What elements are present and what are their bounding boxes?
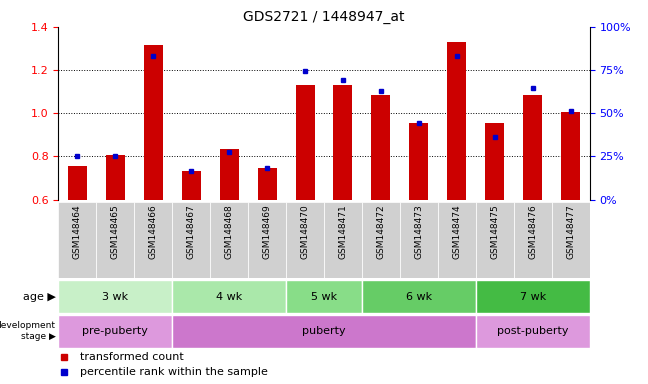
Text: GSM148464: GSM148464 [73, 204, 82, 258]
Bar [68, 166, 87, 200]
Bar [334, 85, 353, 200]
Bar [561, 112, 580, 200]
Bar [220, 149, 238, 200]
Bar [476, 280, 590, 313]
Bar [58, 315, 172, 348]
Text: GSM148476: GSM148476 [528, 204, 537, 259]
Bar [172, 202, 210, 278]
Bar [97, 202, 134, 278]
Bar [295, 85, 314, 200]
Text: GSM148472: GSM148472 [376, 204, 386, 258]
Text: GSM148467: GSM148467 [187, 204, 196, 259]
Bar [106, 156, 124, 200]
Bar [362, 202, 400, 278]
Bar [248, 202, 286, 278]
Bar [476, 202, 514, 278]
Bar [324, 202, 362, 278]
Bar [410, 123, 428, 200]
Bar [286, 202, 324, 278]
Text: GSM148475: GSM148475 [491, 204, 500, 259]
Text: 4 wk: 4 wk [216, 291, 242, 302]
Bar [181, 170, 201, 200]
Text: 3 wk: 3 wk [102, 291, 128, 302]
Bar [485, 123, 504, 200]
Text: GSM148468: GSM148468 [225, 204, 234, 259]
Bar [438, 202, 476, 278]
Bar [476, 315, 590, 348]
Bar [286, 280, 362, 313]
Text: GSM148466: GSM148466 [148, 204, 157, 259]
Text: GSM148474: GSM148474 [452, 204, 461, 258]
Bar [362, 280, 476, 313]
Text: GSM148477: GSM148477 [566, 204, 575, 259]
Bar [514, 202, 551, 278]
Text: 5 wk: 5 wk [311, 291, 337, 302]
Bar [58, 280, 172, 313]
Text: development
stage ▶: development stage ▶ [0, 321, 55, 341]
Text: 7 wk: 7 wk [520, 291, 546, 302]
Bar [134, 202, 172, 278]
Text: percentile rank within the sample: percentile rank within the sample [80, 367, 268, 377]
Text: GSM148471: GSM148471 [338, 204, 347, 259]
Bar [447, 42, 467, 200]
Text: GSM148469: GSM148469 [262, 204, 272, 259]
Text: post-puberty: post-puberty [497, 326, 568, 336]
Bar [144, 45, 163, 200]
Bar [371, 95, 390, 200]
Text: GSM148473: GSM148473 [414, 204, 423, 259]
Text: GSM148465: GSM148465 [111, 204, 120, 259]
Bar [172, 280, 286, 313]
Text: age ▶: age ▶ [23, 291, 55, 302]
Text: pre-puberty: pre-puberty [82, 326, 148, 336]
Text: GSM148470: GSM148470 [301, 204, 310, 259]
Bar [58, 202, 97, 278]
Title: GDS2721 / 1448947_at: GDS2721 / 1448947_at [243, 10, 405, 25]
Bar [257, 168, 277, 200]
Bar [551, 202, 590, 278]
Text: puberty: puberty [302, 326, 346, 336]
Bar [172, 315, 476, 348]
Text: transformed count: transformed count [80, 352, 183, 362]
Text: 6 wk: 6 wk [406, 291, 432, 302]
Bar [523, 95, 542, 200]
Bar [400, 202, 438, 278]
Bar [210, 202, 248, 278]
